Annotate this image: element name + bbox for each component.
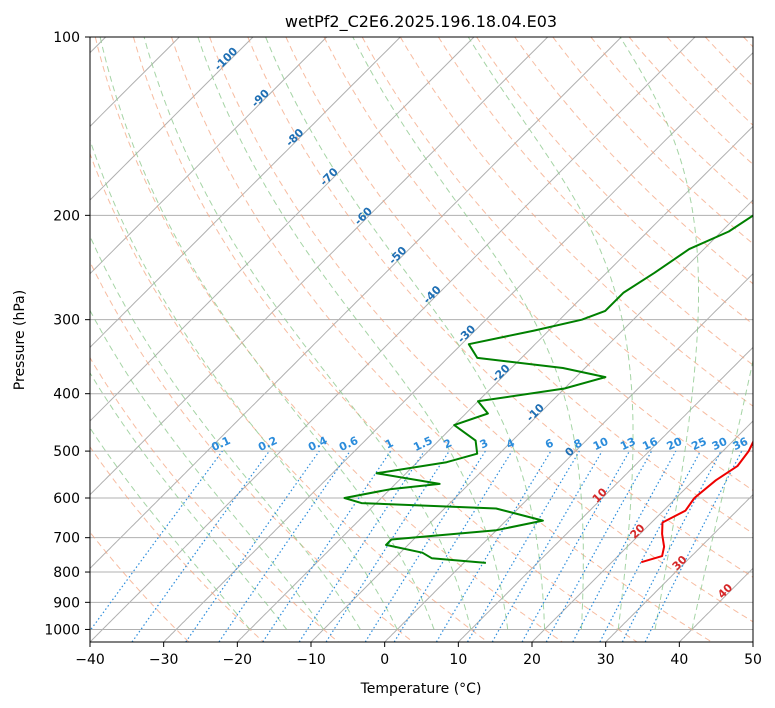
x-axis: −40 −30 −20 −10 0 10 20 30 40 50 — [75, 642, 762, 668]
y-axis-title: Pressure (hPa) — [12, 290, 28, 390]
isotherm-line — [90, 37, 549, 496]
x-tick-label: −20 — [223, 652, 253, 668]
dry-adiabat-line — [437, 37, 753, 366]
isotherm-line — [90, 37, 622, 570]
y-tick-label: 800 — [53, 565, 80, 581]
mixing-ratio-label: 36 — [731, 435, 751, 453]
mixing-ratio-line — [131, 450, 270, 642]
moist-adiabat-line — [265, 37, 546, 630]
mixing-ratio-label: 20 — [665, 435, 685, 453]
dry-adiabat-line — [94, 37, 563, 642]
background-reference-lines — [90, 37, 753, 642]
dry-adiabat-line — [514, 37, 753, 285]
dry-adiabat-line — [90, 152, 488, 642]
x-axis-title: Temperature (°C) — [360, 681, 482, 697]
mixing-ratio-label: 10 — [591, 435, 611, 453]
mixing-ratio-label: 30 — [710, 435, 730, 453]
moist-adiabat-line — [99, 37, 435, 630]
y-tick-label: 400 — [53, 387, 80, 403]
dry-adiabat-line — [323, 37, 753, 491]
isotherm-line — [310, 199, 753, 642]
y-tick-label: 100 — [53, 30, 80, 46]
dry-adiabat-line — [247, 37, 753, 578]
isotherm-line — [236, 125, 753, 642]
x-tick-label: 50 — [744, 652, 762, 668]
moist-adiabat-line — [143, 37, 472, 630]
isotherm-line — [90, 37, 475, 422]
mixing-ratio-line — [325, 450, 450, 642]
dry-adiabat-line — [476, 37, 753, 325]
x-tick-label: 40 — [670, 652, 688, 668]
moist-adiabat-line — [197, 37, 509, 630]
mixing-ratio-line — [393, 450, 513, 642]
y-tick-label: 1000 — [44, 622, 80, 638]
y-tick-label: 200 — [53, 208, 80, 224]
y-tick-label: 500 — [53, 444, 80, 460]
isotherm-line — [531, 420, 753, 642]
mixing-ratio-line — [185, 450, 320, 642]
x-tick-label: 0 — [380, 652, 389, 668]
x-tick-label: −30 — [149, 652, 179, 668]
isotherm-line — [457, 346, 753, 642]
y-tick-label: 600 — [53, 491, 80, 507]
y-tick-label: 300 — [53, 313, 80, 329]
isotherm-line — [163, 51, 753, 642]
moist-adiabat-line — [90, 138, 398, 630]
isotherm-line — [678, 567, 753, 642]
moist-adiabat-line — [352, 37, 584, 630]
mixing-ratio-line — [521, 450, 631, 642]
y-axis: 100 200 300 400 500 600 700 800 900 1000 — [44, 30, 90, 638]
dry-adiabat-line — [132, 37, 638, 642]
dry-adiabat-line — [285, 37, 753, 535]
mixing-ratio-line — [298, 450, 425, 642]
moist-adiabat-line — [90, 427, 251, 630]
y-tick-label: 700 — [53, 531, 80, 547]
mixing-ratio-line — [545, 450, 653, 642]
x-tick-label: 20 — [523, 652, 541, 668]
dewpoint-profile-line — [343, 214, 753, 564]
mixing-ratio-label: 13 — [618, 435, 637, 453]
mixing-ratio-line — [644, 450, 743, 642]
mixing-ratio-label: 25 — [689, 435, 708, 453]
moist-adiabat-line — [619, 37, 699, 630]
mixing-ratio-line — [572, 450, 677, 642]
moist-adiabat-line — [90, 235, 361, 630]
moist-adiabat-line — [90, 371, 288, 630]
moist-adiabat-line — [467, 37, 634, 630]
dry-adiabat-line — [171, 37, 712, 642]
mixing-ratio-line — [218, 450, 351, 642]
temperature-profile-line — [641, 439, 753, 564]
dry-adiabat-line — [90, 260, 414, 642]
plot-frame — [89, 36, 754, 643]
dry-adiabat-line — [209, 37, 753, 623]
chart-title: wetPf2_C2E6.2025.196.18.04.E03 — [285, 12, 557, 32]
mixing-ratio-label: 16 — [640, 435, 660, 453]
moist-adiabat-line — [691, 358, 753, 630]
x-tick-label: −10 — [296, 652, 326, 668]
y-tick-label: 900 — [53, 595, 80, 611]
x-tick-label: 10 — [449, 652, 467, 668]
isotherm-line — [90, 37, 401, 349]
dry-adiabat-line — [90, 356, 339, 642]
x-tick-label: 30 — [597, 652, 615, 668]
profile-lines — [343, 214, 753, 564]
mixing-ratio-line — [90, 450, 223, 632]
x-tick-label: −40 — [75, 652, 105, 668]
dry-adiabat-line — [90, 446, 264, 642]
isotherm-line — [384, 272, 753, 642]
moist-adiabat-line — [90, 309, 325, 630]
